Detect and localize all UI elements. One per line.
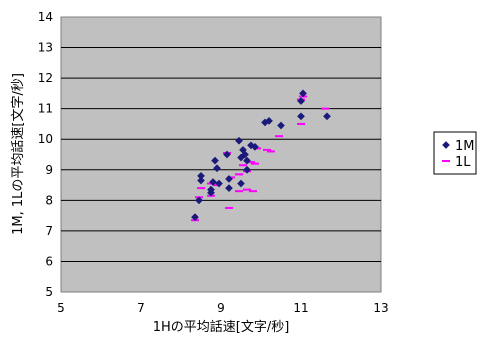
data-point-1m xyxy=(197,171,205,180)
x-axis-title: 1Hの平均話速[文字/秒] xyxy=(153,319,290,335)
data-point-1l xyxy=(239,164,247,167)
gridlines xyxy=(61,47,381,262)
data-point-1l xyxy=(251,162,259,165)
y-tick-label: 7 xyxy=(45,224,53,238)
data-point-1m xyxy=(195,196,203,205)
data-point-1m xyxy=(235,136,243,145)
legend-marker-1l xyxy=(442,160,450,162)
y-tick-label: 12 xyxy=(38,71,53,85)
y-tick-label: 8 xyxy=(45,193,53,207)
y-tick-label: 11 xyxy=(38,102,53,116)
data-point-1m xyxy=(209,178,217,186)
data-point-1l xyxy=(275,135,283,138)
data-point-1m xyxy=(197,176,205,185)
data-point-1m xyxy=(225,184,233,193)
y-tick-label: 14 xyxy=(38,10,53,24)
data-point-1l xyxy=(243,188,251,191)
y-tick-labels: 5 6 7 8 9 10 11 12 13 14 xyxy=(38,10,53,299)
data-point-1m xyxy=(265,116,273,125)
data-point-1l xyxy=(225,206,233,209)
data-point-1m xyxy=(277,121,285,130)
plot-area xyxy=(60,16,382,293)
y-tick-label: 5 xyxy=(45,285,53,299)
y-tick-label: 6 xyxy=(45,254,53,268)
data-point-1m xyxy=(243,165,251,174)
x-tick-label: 9 xyxy=(217,301,225,315)
data-point-1m xyxy=(225,174,233,183)
data-point-1m xyxy=(215,179,223,188)
data-point-1m xyxy=(237,179,245,188)
y-tick-label: 9 xyxy=(45,163,53,177)
x-tick-labels: 5 7 9 11 13 xyxy=(57,301,388,315)
data-point-1l xyxy=(321,107,329,110)
data-point-1m xyxy=(297,112,305,121)
data-point-1m xyxy=(299,89,307,98)
legend-box xyxy=(433,131,477,175)
data-point-1m xyxy=(297,97,305,105)
data-point-1m xyxy=(243,156,251,165)
y-tick-label: 13 xyxy=(38,41,53,55)
data-point-1l xyxy=(235,173,243,176)
data-point-1m xyxy=(251,142,259,151)
data-point-1l xyxy=(263,148,271,151)
y-tick-label: 10 xyxy=(38,132,53,146)
data-point-1l xyxy=(297,122,305,125)
data-point-1m xyxy=(207,188,215,197)
data-points xyxy=(191,89,331,222)
legend-marker-1m xyxy=(442,141,450,149)
data-point-1l xyxy=(197,187,205,190)
legend-label-1m: 1M xyxy=(455,139,475,154)
data-point-1l xyxy=(247,161,255,164)
y-axis-title: 1M, 1Lの平均話速[文字/秒] xyxy=(10,73,26,235)
data-point-1m xyxy=(241,150,249,159)
legend-label-1l: 1L xyxy=(455,155,471,170)
data-point-1m xyxy=(323,112,331,121)
x-tick-label: 11 xyxy=(293,301,308,315)
x-tick-label: 5 xyxy=(57,301,65,315)
data-point-1m xyxy=(223,150,231,159)
x-tick-label: 13 xyxy=(373,301,388,315)
data-point-1l xyxy=(267,150,275,153)
data-point-1l xyxy=(235,190,243,193)
x-tick-label: 7 xyxy=(137,301,145,315)
data-point-1l xyxy=(249,190,257,193)
data-point-1m xyxy=(211,156,219,165)
data-point-1m xyxy=(213,164,221,173)
data-point-1m xyxy=(191,213,199,222)
